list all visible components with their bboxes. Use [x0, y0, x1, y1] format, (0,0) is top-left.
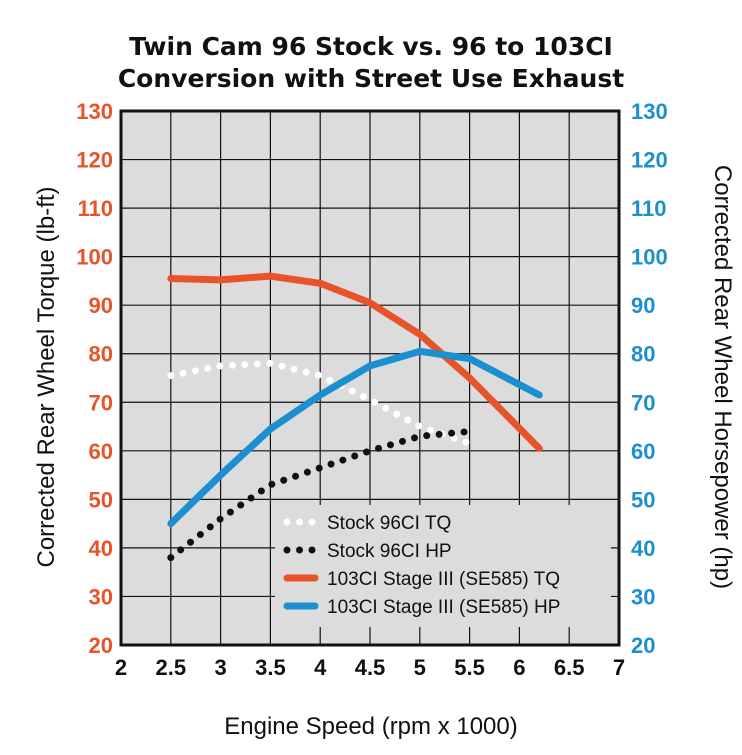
y-tick-label-left: 70 [89, 390, 113, 415]
x-tick-label: 3.5 [255, 655, 286, 680]
y-tick-label-right: 60 [631, 439, 655, 464]
y-tick-label-right: 30 [631, 584, 655, 609]
series-layer [167, 272, 543, 562]
y-tick-label-right: 80 [631, 342, 655, 367]
chart-title-line-1: Twin Cam 96 Stock vs. 96 to 103CI [129, 32, 613, 61]
y-tick-label-right: 50 [631, 487, 655, 512]
chart-title-line-2: Conversion with Street Use Exhaust [118, 64, 624, 93]
y-tick-label-left: 40 [89, 536, 113, 561]
series-line-1 [167, 359, 474, 447]
x-axis-ticks: 2 2.5 3 3.5 4 4.5 5 5.5 6 6.5 7 [115, 655, 625, 680]
y-tick-label-right: 120 [631, 148, 668, 173]
x-tick-label: 4.5 [355, 655, 386, 680]
x-tick-label: 3 [214, 655, 226, 680]
y-axis-right-label: Corrected Rear Wheel Horsepower (hp) [709, 165, 736, 589]
y-tick-label-right: 20 [631, 633, 655, 658]
y-tick-label-left: 120 [76, 148, 113, 173]
x-tick-label: 7 [613, 655, 625, 680]
legend: Stock 96CI TQ Stock 96CI HP 103CI Stage II… [275, 505, 611, 627]
y-tick-label-right: 40 [631, 536, 655, 561]
y-tick-label-left: 130 [76, 99, 113, 124]
y-tick-label-left: 80 [89, 342, 113, 367]
x-tick-label: 6 [513, 655, 525, 680]
x-tick-label: 5.5 [454, 655, 485, 680]
x-tick-label: 2.5 [156, 655, 187, 680]
y-tick-label-left: 60 [89, 439, 113, 464]
x-axis-label: Engine Speed (rpm x 1000) [224, 713, 518, 740]
y-axis-left-label: Corrected Rear Wheel Torque (lb-ft) [33, 186, 60, 567]
y-tick-label-right: 110 [631, 196, 667, 221]
series-line-3 [167, 272, 543, 452]
y-axis-left-ticks: 20 30 40 50 60 70 80 90 100 110 120 130 [76, 99, 113, 658]
y-tick-label-right: 90 [631, 293, 655, 318]
y-axis-right-ticks: 20 30 40 50 60 70 80 90 100 110 120 130 [631, 99, 668, 658]
legend-label-3: 103CI Stage III (SE585) TQ [327, 569, 560, 590]
x-tick-label: 6.5 [554, 655, 585, 680]
legend-label-4: 103CI Stage III (SE585) HP [327, 597, 560, 618]
y-tick-label-right: 130 [631, 99, 668, 124]
legend-label-1: Stock 96CI TQ [327, 513, 451, 534]
y-tick-label-left: 100 [76, 245, 113, 270]
y-tick-label-right: 70 [631, 390, 655, 415]
legend-background [275, 505, 611, 627]
series-line-2 [167, 427, 474, 562]
y-tick-label-left: 20 [89, 633, 113, 658]
x-tick-label: 2 [115, 655, 127, 680]
y-tick-label-right: 100 [631, 245, 668, 270]
y-tick-label-left: 110 [78, 196, 114, 221]
x-tick-label: 5 [414, 655, 426, 680]
y-tick-label-left: 30 [89, 584, 113, 609]
y-tick-label-left: 90 [89, 293, 113, 318]
chart-title: Twin Cam 96 Stock vs. 96 to 103CI Conver… [118, 32, 624, 93]
legend-label-2: Stock 96CI HP [327, 541, 452, 562]
plot-frame [119, 109, 621, 647]
x-tick-label: 4 [314, 655, 327, 680]
y-tick-label-left: 50 [89, 487, 113, 512]
series-line-4 [167, 347, 543, 528]
